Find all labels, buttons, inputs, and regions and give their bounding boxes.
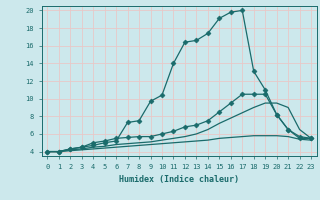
X-axis label: Humidex (Indice chaleur): Humidex (Indice chaleur) <box>119 175 239 184</box>
